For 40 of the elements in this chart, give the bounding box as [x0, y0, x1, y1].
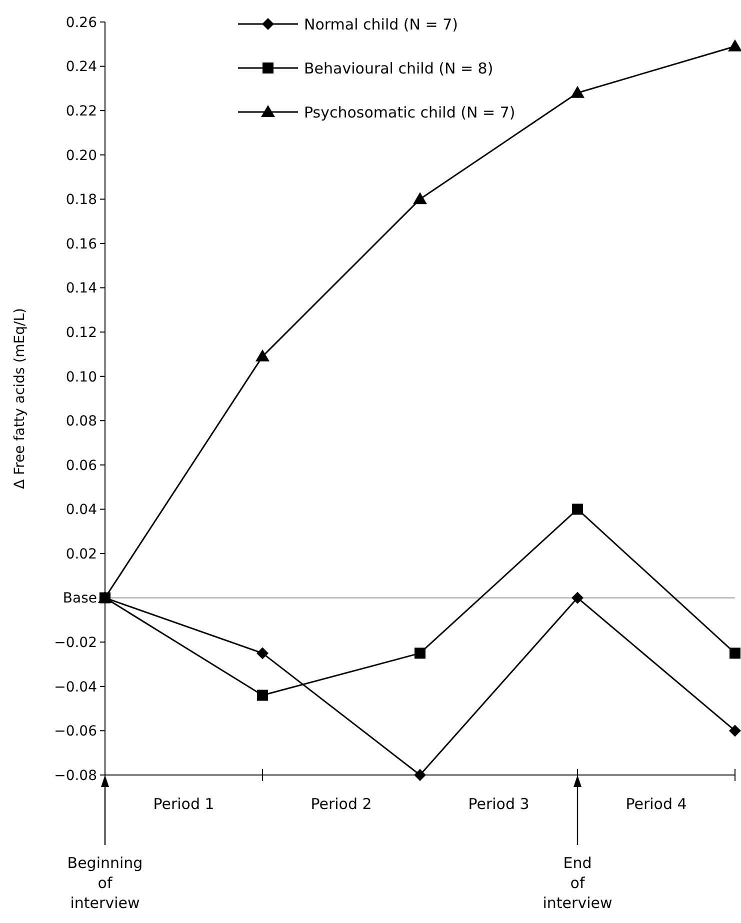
point [572, 504, 583, 515]
legend-label: Psychosomatic child (N = 7) [304, 103, 516, 122]
point [413, 192, 427, 204]
y-tick-label: 0.18 [66, 192, 97, 208]
y-tick-label: 0.20 [66, 148, 97, 164]
y-tick-label: 0.10 [66, 369, 97, 386]
y-tick-label: 0.06 [66, 458, 98, 474]
text: Period 4 [626, 795, 687, 813]
point [257, 690, 268, 701]
legend-label: Normal child (N = 7) [304, 15, 458, 34]
point [570, 86, 584, 98]
point [729, 724, 741, 737]
y-tick-label: 0.08 [66, 414, 97, 430]
point [730, 648, 740, 659]
text: End of interview [542, 854, 612, 912]
y-tick-label: −0.04 [54, 679, 98, 696]
text: Period 3 [468, 795, 530, 813]
y-tick-label: 0.12 [66, 324, 97, 341]
text: Period 1 [153, 795, 214, 813]
y-axis-title: Δ Free fatty acids (mEq/L) [12, 308, 28, 490]
y-tick-label: 0.16 [66, 236, 98, 252]
y-tick-label: −0.06 [54, 724, 98, 740]
point [572, 592, 584, 604]
point [256, 349, 270, 362]
y-tick-label: Base [62, 590, 97, 607]
y-tick-label: 0.26 [66, 14, 98, 31]
y-tick-label: 0.14 [66, 280, 98, 297]
point [414, 769, 426, 781]
y-tick-label: 0.04 [66, 502, 98, 518]
legend-label: Behavioural child (N = 8) [304, 59, 494, 78]
point [728, 39, 741, 52]
y-tick-label: −0.08 [54, 768, 97, 784]
y-tick-label: 0.22 [66, 103, 97, 120]
text: Period 2 [310, 795, 372, 813]
point [256, 647, 268, 660]
point [414, 648, 426, 659]
y-tick-label: −0.02 [54, 635, 97, 652]
text: Beginning of interview [67, 854, 143, 912]
y-tick-label: 0.24 [66, 59, 98, 76]
y-tick-label: 0.02 [66, 546, 97, 562]
